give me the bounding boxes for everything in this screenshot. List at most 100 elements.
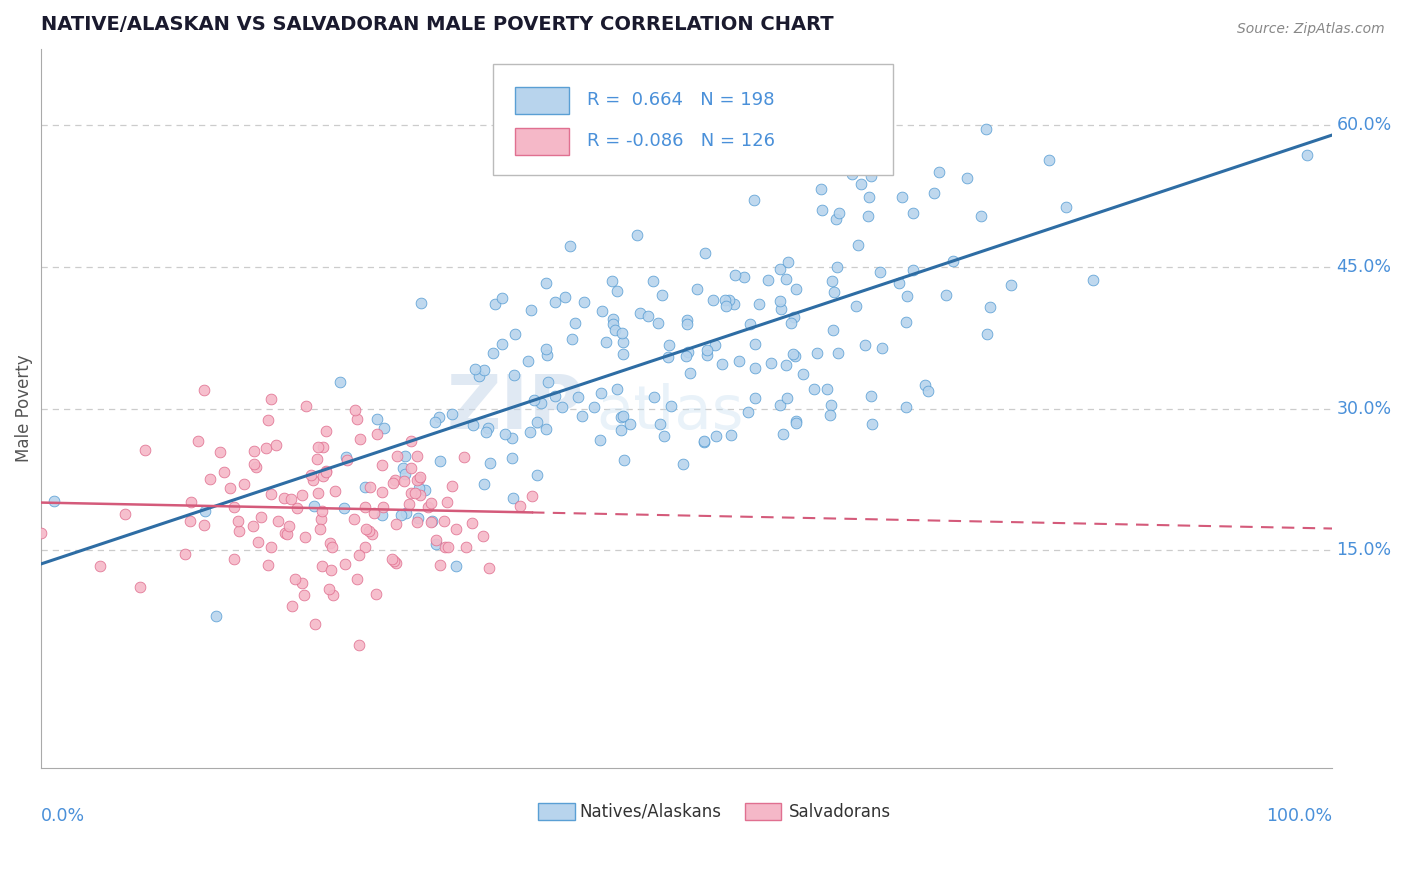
FancyBboxPatch shape	[515, 87, 569, 114]
Point	[696, 343, 718, 357]
Point	[675, 312, 697, 326]
Point	[769, 302, 792, 317]
Point	[364, 587, 387, 601]
Point	[381, 475, 404, 490]
Point	[307, 485, 329, 500]
Point	[589, 433, 612, 447]
Point	[792, 367, 814, 381]
Point	[606, 382, 628, 396]
Point	[775, 272, 797, 286]
Text: 30.0%: 30.0%	[1336, 400, 1392, 417]
Point	[901, 205, 924, 219]
Point	[212, 465, 235, 479]
Point	[591, 304, 613, 318]
Point	[917, 384, 939, 398]
Point	[704, 428, 727, 442]
Point	[759, 356, 782, 370]
Point	[544, 389, 567, 403]
Point	[228, 524, 250, 538]
Point	[134, 443, 156, 458]
Point	[612, 347, 634, 361]
Point	[828, 206, 851, 220]
Point	[606, 284, 628, 298]
Point	[440, 407, 463, 421]
Point	[371, 500, 394, 515]
Point	[772, 427, 794, 442]
Point	[472, 529, 495, 543]
Point	[610, 326, 633, 341]
Point	[560, 239, 582, 253]
Point	[461, 417, 484, 432]
Point	[399, 461, 422, 475]
Point	[409, 295, 432, 310]
Point	[785, 282, 807, 296]
Point	[260, 487, 283, 501]
Point	[187, 434, 209, 448]
Point	[503, 327, 526, 342]
Point	[242, 518, 264, 533]
Point	[887, 276, 910, 290]
Point	[502, 368, 524, 383]
Point	[675, 349, 697, 363]
Point	[319, 536, 342, 550]
Point	[260, 392, 283, 406]
Point	[474, 477, 496, 491]
Point	[825, 212, 848, 227]
Point	[903, 263, 925, 277]
Point	[769, 293, 792, 308]
Point	[537, 375, 560, 389]
Point	[174, 547, 197, 561]
FancyBboxPatch shape	[494, 64, 893, 175]
Point	[820, 399, 842, 413]
Point	[782, 347, 804, 361]
Point	[294, 530, 316, 544]
Point	[226, 514, 249, 528]
Point	[650, 288, 672, 302]
Point	[1054, 201, 1077, 215]
Point	[484, 297, 506, 311]
Text: 45.0%: 45.0%	[1336, 258, 1392, 276]
Point	[346, 412, 368, 426]
Point	[250, 509, 273, 524]
Point	[409, 488, 432, 502]
Point	[472, 363, 495, 377]
Point	[302, 474, 325, 488]
Point	[441, 478, 464, 492]
Point	[536, 348, 558, 362]
Point	[846, 238, 869, 252]
Point	[291, 488, 314, 502]
Point	[859, 388, 882, 402]
Point	[371, 458, 394, 473]
Point	[361, 527, 384, 541]
Point	[711, 357, 734, 371]
Point	[433, 514, 456, 528]
Point	[955, 170, 977, 185]
Point	[354, 480, 377, 494]
Point	[219, 481, 242, 495]
Point	[976, 326, 998, 341]
Point	[567, 390, 589, 404]
Point	[285, 501, 308, 516]
Point	[392, 461, 415, 475]
Point	[494, 427, 516, 442]
Point	[315, 424, 337, 438]
Point	[478, 561, 501, 575]
Point	[602, 312, 624, 326]
Point	[394, 449, 416, 463]
Point	[534, 343, 557, 357]
Point	[408, 510, 430, 524]
Point	[693, 434, 716, 449]
Point	[785, 413, 807, 427]
Point	[619, 417, 641, 431]
Point	[860, 417, 883, 431]
Point	[815, 382, 838, 396]
Point	[366, 426, 388, 441]
Point	[304, 616, 326, 631]
Point	[785, 417, 807, 431]
Point	[399, 485, 422, 500]
Point	[477, 420, 499, 434]
Y-axis label: Male Poverty: Male Poverty	[15, 355, 32, 462]
Point	[384, 473, 406, 487]
Point	[429, 558, 451, 572]
Point	[650, 417, 672, 432]
